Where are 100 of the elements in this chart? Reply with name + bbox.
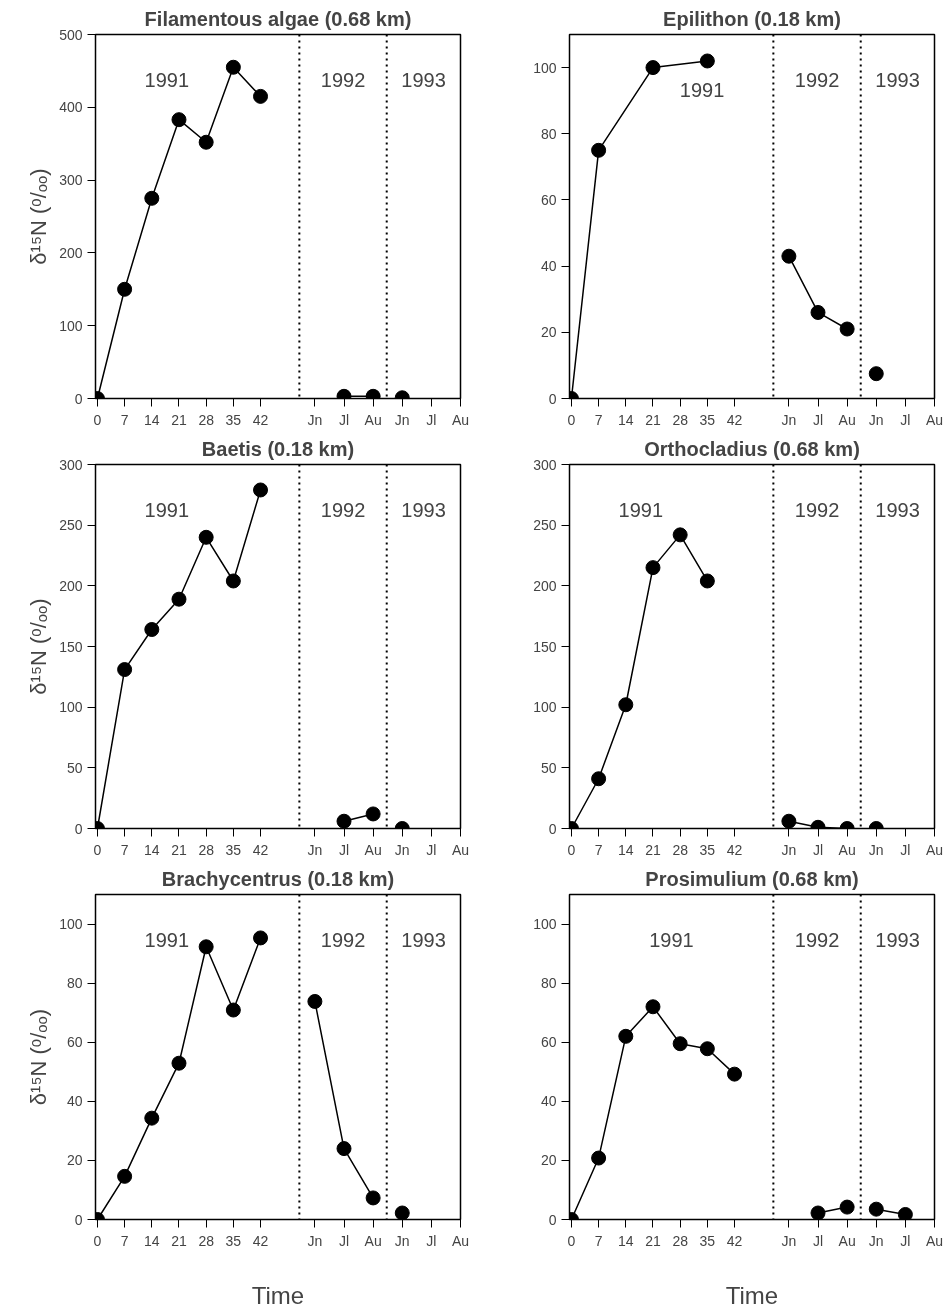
annotation: 1991 <box>144 68 190 91</box>
x-tick-label: Au <box>925 1232 944 1249</box>
x-tick-label: Jn <box>781 411 797 428</box>
x-tick-label: Jl <box>338 1232 350 1249</box>
y-tick-label: 80 <box>540 975 557 992</box>
x-tick-label: 0 <box>93 1232 102 1249</box>
y-axis-title: δ¹⁵N (ᵒ/ₒₒ) <box>26 1008 52 1106</box>
x-tick-label: 35 <box>699 1232 716 1249</box>
x-tick-label: 35 <box>225 411 242 428</box>
x-tick-label: 28 <box>198 411 215 428</box>
x-tick-label: 14 <box>144 1232 160 1249</box>
x-tick-label: 14 <box>144 841 160 858</box>
x-tick-label: Jl <box>900 841 911 858</box>
y-tick-label: 300 <box>59 172 83 189</box>
y-tick-label: 400 <box>59 99 83 116</box>
y-tick-label: 0 <box>548 820 557 837</box>
x-tick-label: Jl <box>812 1232 824 1249</box>
annotation: 1992 <box>320 928 366 951</box>
x-tick-label: Jl <box>812 411 824 428</box>
y-tick-label: 300 <box>59 456 83 473</box>
x-tick-label: Au <box>925 841 944 858</box>
y-tick-label: 100 <box>533 59 557 76</box>
annotation: 1992 <box>320 498 366 521</box>
y-tick-label: 50 <box>66 759 83 776</box>
x-tick-label: 0 <box>567 1232 576 1249</box>
y-tick-label: 0 <box>74 820 83 837</box>
x-tick-label: Jl <box>426 1232 437 1249</box>
x-tick-label: Jn <box>307 841 323 858</box>
x-tick-label: 0 <box>93 841 102 858</box>
x-tick-label: 7 <box>120 1232 129 1249</box>
x-tick-label: Au <box>838 411 856 428</box>
x-tick-label: 28 <box>672 1232 689 1249</box>
chart-title: Brachycentrus (0.18 km) <box>161 867 395 890</box>
x-tick-label: 42 <box>726 1232 743 1249</box>
x-tick-label: 42 <box>252 1232 269 1249</box>
y-tick-label: 60 <box>540 1034 557 1051</box>
annotation: 1991 <box>144 928 190 951</box>
x-tick-label: 42 <box>252 411 269 428</box>
x-tick-label: 42 <box>252 841 269 858</box>
y-tick-label: 40 <box>66 1093 83 1110</box>
x-tick-label: 7 <box>594 411 603 428</box>
y-tick-label: 20 <box>66 1152 83 1169</box>
annotation: 1993 <box>875 68 920 91</box>
y-tick-label: 0 <box>548 390 557 407</box>
x-tick-label: 7 <box>120 841 129 858</box>
y-tick-label: 0 <box>74 390 83 407</box>
annotation: 1992 <box>794 498 840 521</box>
y-tick-label: 100 <box>59 699 83 716</box>
x-tick-label: 7 <box>120 411 129 428</box>
x-tick-label: Au <box>364 1232 382 1249</box>
annotation: 1993 <box>401 928 446 951</box>
x-tick-label: Au <box>451 411 470 428</box>
y-tick-label: 150 <box>59 638 83 655</box>
x-tick-label: 7 <box>594 1232 603 1249</box>
x-tick-label: 0 <box>567 411 576 428</box>
y-tick-label: 50 <box>540 759 557 776</box>
x-tick-label: 14 <box>618 1232 634 1249</box>
x-tick-label: 35 <box>699 411 716 428</box>
annotation: 1993 <box>401 68 446 91</box>
x-tick-label: Jn <box>394 1232 410 1249</box>
x-tick-label: Jl <box>900 411 911 428</box>
x-tick-label: 14 <box>618 411 634 428</box>
x-tick-label: Jn <box>781 841 797 858</box>
y-tick-label: 100 <box>533 699 557 716</box>
x-tick-label: Jn <box>394 411 410 428</box>
x-tick-label: Jl <box>900 1232 911 1249</box>
x-tick-label: Jn <box>394 841 410 858</box>
y-tick-label: 300 <box>533 456 557 473</box>
x-tick-label: 42 <box>726 841 743 858</box>
y-tick-label: 40 <box>540 258 557 275</box>
x-tick-label: Jn <box>307 1232 323 1249</box>
annotation: 1993 <box>875 928 920 951</box>
x-tick-label: 28 <box>198 841 215 858</box>
chart-title: Prosimulium (0.68 km) <box>645 867 859 890</box>
y-tick-label: 200 <box>533 577 557 594</box>
chart-title: Baetis (0.18 km) <box>201 437 355 460</box>
x-tick-label: 14 <box>618 841 634 858</box>
x-tick-label: Jn <box>781 1232 797 1249</box>
x-tick-label: 28 <box>198 1232 215 1249</box>
x-tick-label: 21 <box>171 1232 187 1249</box>
x-tick-label: Jl <box>338 411 350 428</box>
x-tick-label: 35 <box>225 1232 242 1249</box>
x-tick-label: 0 <box>567 841 576 858</box>
x-tick-label: Jn <box>307 411 323 428</box>
y-tick-label: 80 <box>66 975 83 992</box>
y-tick-label: 250 <box>59 517 83 534</box>
x-tick-label: Au <box>838 1232 856 1249</box>
chart-title: Filamentous algae (0.68 km) <box>144 7 412 30</box>
annotation: 1991 <box>618 498 664 521</box>
x-tick-label: 21 <box>645 411 661 428</box>
annotation: 1991 <box>649 928 694 951</box>
x-tick-label: 28 <box>672 841 689 858</box>
y-tick-label: 0 <box>548 1211 557 1228</box>
x-tick-label: Jl <box>426 411 437 428</box>
y-tick-label: 250 <box>533 517 557 534</box>
x-axis-title: Time <box>725 1281 779 1309</box>
x-tick-label: Au <box>364 411 382 428</box>
annotation: 1992 <box>794 68 840 91</box>
annotation: 1991 <box>679 78 725 101</box>
annotation: 1993 <box>401 498 446 521</box>
